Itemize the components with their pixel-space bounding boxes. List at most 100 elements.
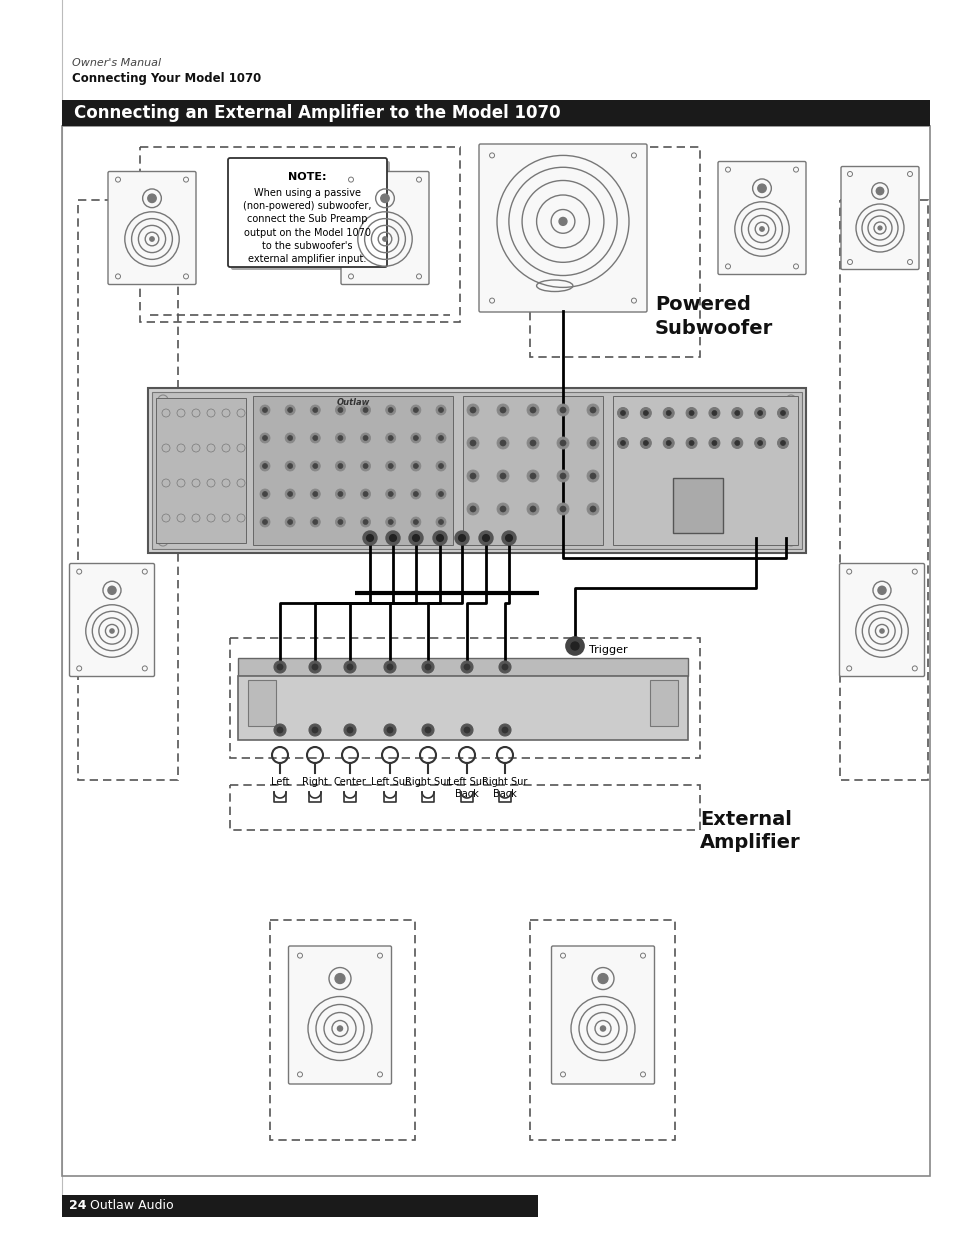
Circle shape xyxy=(877,587,885,594)
Circle shape xyxy=(571,642,578,650)
Bar xyxy=(230,785,700,830)
Bar xyxy=(530,147,700,357)
FancyBboxPatch shape xyxy=(228,158,387,267)
FancyBboxPatch shape xyxy=(108,172,195,284)
Circle shape xyxy=(360,405,370,415)
Circle shape xyxy=(688,441,694,446)
Circle shape xyxy=(589,440,596,446)
Circle shape xyxy=(347,727,353,734)
Circle shape xyxy=(526,404,538,416)
Circle shape xyxy=(565,637,583,655)
Circle shape xyxy=(757,410,761,415)
Bar xyxy=(152,391,801,550)
Circle shape xyxy=(386,531,399,545)
Bar xyxy=(840,200,927,781)
Circle shape xyxy=(586,437,598,450)
Circle shape xyxy=(455,531,469,545)
Circle shape xyxy=(598,973,607,983)
Circle shape xyxy=(337,436,342,441)
Bar xyxy=(62,126,929,1176)
Circle shape xyxy=(731,408,742,419)
FancyBboxPatch shape xyxy=(288,946,391,1084)
Text: Center: Center xyxy=(334,777,366,787)
Circle shape xyxy=(460,661,473,673)
Text: Trigger: Trigger xyxy=(588,645,627,655)
Circle shape xyxy=(276,727,283,734)
Circle shape xyxy=(108,587,116,594)
Bar xyxy=(530,920,675,1140)
Circle shape xyxy=(387,727,393,734)
Circle shape xyxy=(458,535,465,541)
Circle shape xyxy=(617,437,628,448)
Circle shape xyxy=(470,473,476,479)
Text: Right: Right xyxy=(302,777,328,787)
Circle shape xyxy=(384,661,395,673)
Circle shape xyxy=(260,433,270,443)
Circle shape xyxy=(313,436,317,441)
Circle shape xyxy=(344,724,355,736)
Circle shape xyxy=(559,440,565,446)
Circle shape xyxy=(463,664,470,671)
Circle shape xyxy=(262,463,267,468)
Circle shape xyxy=(530,506,536,513)
Circle shape xyxy=(260,461,270,471)
Circle shape xyxy=(288,436,293,441)
Circle shape xyxy=(708,408,720,419)
Circle shape xyxy=(639,437,651,448)
Circle shape xyxy=(558,217,566,225)
Circle shape xyxy=(711,410,716,415)
Circle shape xyxy=(530,408,536,412)
Circle shape xyxy=(467,503,478,515)
Text: Powered
Subwoofer: Powered Subwoofer xyxy=(655,295,773,337)
Circle shape xyxy=(262,492,267,496)
Circle shape xyxy=(499,408,505,412)
Circle shape xyxy=(288,463,293,468)
Text: Right Sur
Back: Right Sur Back xyxy=(482,777,527,799)
Circle shape xyxy=(685,408,697,419)
Bar xyxy=(237,658,687,676)
Circle shape xyxy=(385,517,395,527)
Bar xyxy=(462,396,602,545)
Circle shape xyxy=(599,1026,605,1031)
Circle shape xyxy=(411,517,420,527)
Circle shape xyxy=(559,408,565,412)
Circle shape xyxy=(262,520,267,525)
Circle shape xyxy=(337,463,342,468)
Circle shape xyxy=(412,535,419,541)
Circle shape xyxy=(363,531,376,545)
Circle shape xyxy=(777,408,788,419)
FancyBboxPatch shape xyxy=(231,161,390,270)
Circle shape xyxy=(754,408,765,419)
FancyBboxPatch shape xyxy=(478,144,646,312)
Circle shape xyxy=(262,436,267,441)
Circle shape xyxy=(310,489,320,499)
Circle shape xyxy=(388,408,393,412)
Circle shape xyxy=(337,520,342,525)
Circle shape xyxy=(557,503,568,515)
Circle shape xyxy=(501,531,516,545)
Circle shape xyxy=(662,408,674,419)
Circle shape xyxy=(363,520,368,525)
Circle shape xyxy=(557,404,568,416)
Circle shape xyxy=(276,664,283,671)
Circle shape xyxy=(413,463,418,468)
Circle shape xyxy=(382,237,387,241)
Circle shape xyxy=(757,441,761,446)
Circle shape xyxy=(876,188,882,195)
Circle shape xyxy=(313,408,317,412)
Circle shape xyxy=(526,471,538,482)
Circle shape xyxy=(505,535,512,541)
Circle shape xyxy=(530,473,536,479)
Circle shape xyxy=(148,194,156,203)
Circle shape xyxy=(470,408,476,412)
Bar xyxy=(253,396,453,545)
Text: Outlaw: Outlaw xyxy=(336,398,370,408)
Circle shape xyxy=(310,433,320,443)
Circle shape xyxy=(363,492,368,496)
Circle shape xyxy=(467,404,478,416)
Circle shape xyxy=(639,408,651,419)
Circle shape xyxy=(470,506,476,513)
Circle shape xyxy=(777,437,788,448)
Text: Left Sur
Back: Left Sur Back xyxy=(448,777,485,799)
Circle shape xyxy=(586,471,598,482)
